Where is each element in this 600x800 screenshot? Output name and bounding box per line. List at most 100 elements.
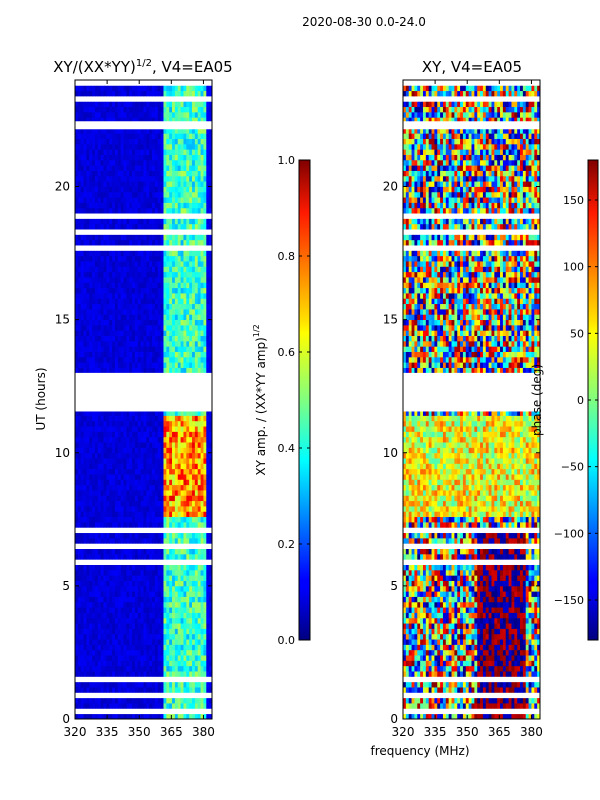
heatmap-cell [177,543,181,549]
heatmap-cell [86,548,90,555]
heatmap-cell [117,239,122,246]
heatmap-cell [77,367,82,374]
heatmap-cell [134,697,139,704]
heatmap-cell [189,511,193,518]
heatmap-cell [200,687,204,693]
heatmap-cell [120,335,124,342]
heatmap-cell [112,165,116,171]
heatmap-cell [114,490,119,496]
heatmap-cell [114,623,119,629]
heatmap-cell [120,277,124,283]
heatmap-cell [112,660,116,667]
heatmap-cell [149,261,153,267]
heatmap-cell [174,660,179,667]
heatmap-cell [123,314,127,321]
heatmap-cell [194,415,199,422]
heatmap-cell [83,186,87,193]
heatmap-cell [140,474,144,480]
heatmap-cell [174,282,179,289]
heatmap-cell [89,303,93,310]
heatmap-cell [80,537,84,544]
heatmap-cell [126,607,130,613]
heatmap-cell [192,687,196,693]
heatmap-cell [197,298,201,305]
heatmap-cell [174,681,179,688]
heatmap-cell [192,484,196,491]
heatmap-cell [183,202,187,209]
heatmap-cell [203,287,207,294]
heatmap-cell [209,415,213,422]
heatmap-cell [140,660,144,667]
heatmap-cell [126,521,130,528]
heatmap-cell [112,287,116,294]
heatmap-cell [77,138,82,145]
heatmap-cell [126,367,130,374]
heatmap-cell [197,500,201,507]
heatmap-cell [197,271,201,278]
heatmap-cell [160,713,164,720]
heatmap-cell [197,639,201,645]
heatmap-cell [180,234,184,241]
heatmap-cell [97,436,102,443]
heatmap-cell [177,655,181,661]
heatmap-cell [192,490,196,496]
heatmap-cell [209,692,213,699]
heatmap-cell [114,687,119,693]
heatmap-cell [189,277,193,283]
heatmap-cell [92,181,96,187]
heatmap-cell [103,330,107,336]
heatmap-cell [77,591,82,597]
heatmap-cell [132,490,136,496]
heatmap-cell [92,655,96,661]
heatmap-cell [189,607,193,613]
heatmap-cell [132,681,136,688]
heatmap-cell [120,671,124,677]
heatmap-cell [186,324,190,331]
heatmap-cell [106,468,110,475]
heatmap-cell [166,367,170,374]
heatmap-cell [209,490,213,496]
heatmap-cell [163,681,167,688]
heatmap-cell [157,277,162,283]
heatmap-cell [132,649,136,656]
heatmap-cell [197,687,201,693]
heatmap-cell [114,340,119,347]
heatmap-cell [117,474,122,480]
heatmap-cell [194,452,199,459]
heatmap-cell [180,356,184,363]
heatmap-cell [157,303,162,310]
heatmap-cell [126,660,130,667]
heatmap-cell [157,426,162,432]
heatmap-cell [132,367,136,374]
heatmap-cell [114,367,119,374]
heatmap-cell [103,660,107,667]
heatmap-cell [200,500,204,507]
heatmap-cell [106,159,110,166]
heatmap-cell [177,213,181,219]
heatmap-cell [183,447,187,454]
heatmap-cell [197,202,201,209]
heatmap-cell [75,484,79,491]
heatmap-cell [183,181,187,187]
heatmap-cell [132,585,136,592]
heatmap-cell [189,708,193,715]
heatmap-cell [117,245,122,251]
heatmap-cell [134,490,139,496]
heatmap-cell [134,687,139,693]
heatmap-cell [174,484,179,491]
heatmap-cell [160,463,164,470]
heatmap-cell [97,159,102,166]
heatmap-cell [166,181,170,187]
heatmap-cell [146,287,150,294]
heatmap-cell [183,415,187,422]
heatmap-cell [149,308,153,315]
heatmap-cell [197,660,201,667]
heatmap-cell [180,607,184,613]
heatmap-cell [109,676,113,683]
heatmap-cell [86,463,90,470]
heatmap-cell [197,490,201,496]
heatmap-cell [186,569,190,576]
heatmap-cell [140,287,144,294]
heatmap-cell [129,617,133,624]
heatmap-cell [169,655,173,661]
